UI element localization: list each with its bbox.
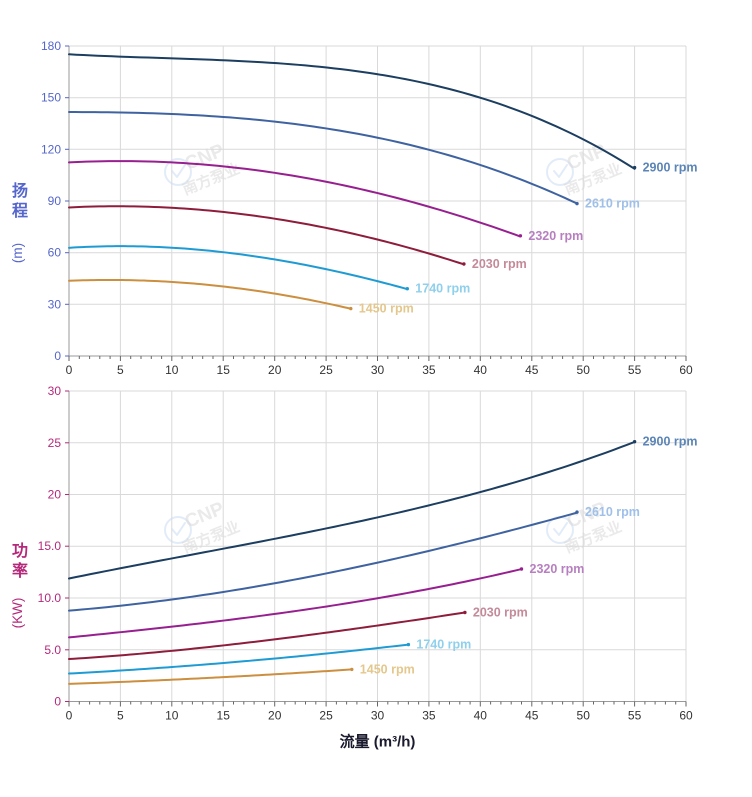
svg-text:2610 rpm: 2610 rpm <box>585 197 640 211</box>
svg-text:30: 30 <box>371 363 385 377</box>
svg-text:2320 rpm: 2320 rpm <box>528 229 583 243</box>
svg-text:30: 30 <box>371 709 385 723</box>
svg-text:150: 150 <box>41 91 61 105</box>
svg-text:55: 55 <box>628 363 642 377</box>
svg-text:35: 35 <box>422 363 436 377</box>
svg-text:2610 rpm: 2610 rpm <box>585 505 640 519</box>
svg-text:40: 40 <box>474 363 488 377</box>
svg-text:(m): (m) <box>10 243 25 263</box>
svg-text:50: 50 <box>577 709 591 723</box>
svg-text:1740 rpm: 1740 rpm <box>416 638 471 652</box>
svg-text:0: 0 <box>54 349 61 363</box>
svg-text:35: 35 <box>422 709 436 723</box>
svg-text:20: 20 <box>268 709 282 723</box>
svg-text:15: 15 <box>217 709 231 723</box>
svg-text:流量 (m³/h): 流量 (m³/h) <box>340 733 416 751</box>
svg-text:60: 60 <box>679 363 693 377</box>
svg-text:20: 20 <box>268 363 282 377</box>
svg-text:0: 0 <box>54 695 61 709</box>
svg-text:5.0: 5.0 <box>44 643 61 657</box>
svg-text:20: 20 <box>48 488 62 502</box>
svg-text:120: 120 <box>41 142 61 156</box>
svg-text:30: 30 <box>48 384 62 398</box>
svg-text:率: 率 <box>12 561 28 580</box>
svg-text:25: 25 <box>319 363 333 377</box>
svg-text:10.0: 10.0 <box>38 591 62 605</box>
svg-text:5: 5 <box>117 363 124 377</box>
svg-text:55: 55 <box>628 709 642 723</box>
svg-text:0: 0 <box>66 709 73 723</box>
svg-text:1450 rpm: 1450 rpm <box>360 662 415 676</box>
svg-text:10: 10 <box>165 363 179 377</box>
svg-text:10: 10 <box>165 709 179 723</box>
svg-text:15: 15 <box>217 363 231 377</box>
svg-text:45: 45 <box>525 363 539 377</box>
svg-text:60: 60 <box>48 246 62 260</box>
svg-text:90: 90 <box>48 194 62 208</box>
svg-text:0: 0 <box>66 363 73 377</box>
svg-text:5: 5 <box>117 709 124 723</box>
svg-text:扬: 扬 <box>12 181 28 200</box>
svg-text:25: 25 <box>48 436 62 450</box>
svg-text:25: 25 <box>319 709 333 723</box>
svg-text:2030 rpm: 2030 rpm <box>473 606 528 620</box>
svg-text:15.0: 15.0 <box>38 539 62 553</box>
svg-text:1450 rpm: 1450 rpm <box>359 302 414 316</box>
svg-text:1740 rpm: 1740 rpm <box>415 282 470 296</box>
svg-text:2030 rpm: 2030 rpm <box>472 257 527 271</box>
svg-text:40: 40 <box>474 709 488 723</box>
svg-text:2900 rpm: 2900 rpm <box>643 435 698 449</box>
svg-text:50: 50 <box>577 363 591 377</box>
svg-text:(KW): (KW) <box>10 598 25 629</box>
svg-text:功: 功 <box>12 542 28 560</box>
svg-text:程: 程 <box>12 202 28 220</box>
svg-text:180: 180 <box>41 39 61 53</box>
svg-text:60: 60 <box>679 709 693 723</box>
svg-text:30: 30 <box>48 297 62 311</box>
svg-text:2900 rpm: 2900 rpm <box>643 161 698 175</box>
svg-text:45: 45 <box>525 709 539 723</box>
svg-text:2320 rpm: 2320 rpm <box>530 562 585 576</box>
